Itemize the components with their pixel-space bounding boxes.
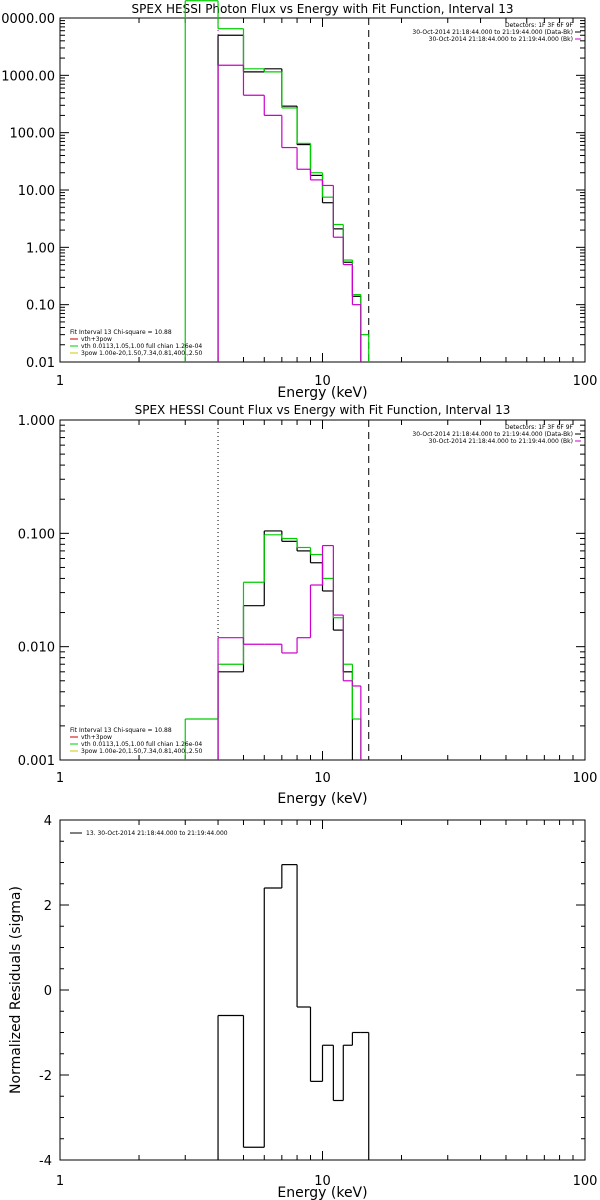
x-tick-label: 100 [573, 374, 598, 389]
x-axis-ticks: 1 10 100 [56, 420, 598, 786]
y-tick-label: -2 [39, 1069, 52, 1084]
x-tick-label: 10 [314, 771, 331, 786]
legend-top-entry: Detectors: 1F 3F 6F 9F [505, 424, 574, 431]
y-tick-label: 1000.00 [1, 69, 55, 84]
x-tick-label: 10 [314, 1174, 331, 1189]
y-tick-label: 100.00 [10, 127, 56, 142]
x-axis-ticks: 1 10 100 [56, 18, 598, 389]
legend-bottom-entry: vth 0.0113,1.05,1.00 full chian 1.26e-04 [81, 343, 202, 350]
y-tick-label: 0.001 [18, 754, 55, 769]
x-axis-label: Energy (keV) [277, 1185, 367, 1200]
legend-top-entry: 13. 30-Oct-2014 21:18:44.000 to 21:19:44… [86, 830, 228, 837]
y-axis-ticks: 1.000 0.100 0.010 0.001 [18, 414, 585, 769]
panel-3: 1 10 100 Energy (keV) 4 2 0 -2 -4 Normalized Resi… [8, 814, 597, 1200]
legend-top: 13. 30-Oct-2014 21:18:44.000 to 21:19:44… [70, 830, 228, 837]
legend-bottom-entry: vth+3pow [81, 734, 112, 741]
panel-1: SPEX HESSI Photon Flux vs Energy with Fi… [1, 0, 598, 401]
chart-title: SPEX HESSI Count Flux vs Energy with Fit… [135, 403, 511, 417]
series-2 [184, 0, 370, 362]
y-tick-label: 0.10 [26, 299, 55, 314]
y-axis-ticks: 0000.00 1000.00 100.00 10.00 1.00 0.10 0.01 [1, 12, 585, 371]
x-tick-label: 100 [573, 771, 598, 786]
series-2 [184, 534, 362, 760]
y-tick-label: 0.010 [18, 641, 55, 656]
y-tick-label: 0.100 [18, 527, 55, 542]
x-tick-label: 1 [56, 374, 64, 389]
legend-top-entry: 30-Oct-2014 21:18:44.000 to 21:19:44.000… [412, 431, 573, 438]
legend-bottom-entry: Fit Interval 13 Chi-square = 10.88 [70, 329, 172, 336]
plot-frame [59, 819, 586, 1161]
x-tick-label: 10 [314, 374, 331, 389]
y-tick-label: 0.01 [26, 356, 55, 371]
y-tick-label: 1.00 [26, 241, 55, 256]
legend-top-entry: Detectors: 1F 3F 6F 9F [505, 22, 574, 29]
chart-title: SPEX HESSI Photon Flux vs Energy with Fi… [132, 2, 514, 16]
y-tick-label: 0 [44, 984, 52, 999]
legend-top-entry: 30-Oct-2014 21:18:44.000 to 21:19:44.000… [429, 36, 573, 43]
series-1 [217, 864, 370, 1160]
y-axis-label: Normalized Residuals (sigma) [8, 886, 24, 1094]
y-tick-label: 4 [44, 814, 52, 829]
y-axis-ticks: 4 2 0 -2 -4 [39, 814, 585, 1169]
y-tick-label: 2 [44, 899, 52, 914]
legend-top-entry: 30-Oct-2014 21:18:44.000 to 21:19:44.000… [429, 438, 573, 445]
legend-bottom-entry: 3pow 1.00e-20,1.50,7.34,0.81,400.,2.50 [81, 748, 202, 755]
series-1 [217, 530, 354, 760]
y-tick-label: 10.00 [18, 184, 55, 199]
series-3 [217, 64, 362, 362]
legend-bottom-entry: 3pow 1.00e-20,1.50,7.34,0.81,400.,2.50 [81, 350, 202, 357]
x-tick-label: 1 [56, 1174, 64, 1189]
legend-bottom: Fit Interval 13 Chi-square = 10.88vth+3p… [70, 329, 202, 357]
legend-top-entry: 30-Oct-2014 21:18:44.000 to 21:19:44.000… [412, 29, 573, 36]
legend-bottom-entry: vth+3pow [81, 336, 112, 343]
x-axis-label: Energy (keV) [277, 385, 367, 401]
x-tick-label: 100 [573, 1174, 598, 1189]
x-tick-label: 1 [56, 771, 64, 786]
legend-bottom-entry: vth 0.0113,1.05,1.00 full chian 1.26e-04 [81, 741, 202, 748]
legend-bottom-entry: Fit Interval 13 Chi-square = 10.88 [70, 727, 172, 734]
x-axis-ticks: 1 10 100 [56, 820, 598, 1189]
series-3 [217, 544, 362, 760]
legend-bottom: Fit Interval 13 Chi-square = 10.88vth+3p… [70, 727, 202, 755]
y-tick-label: 1.000 [18, 414, 55, 429]
series-1 [217, 34, 362, 362]
y-tick-label: 0000.00 [1, 12, 55, 27]
x-axis-label: Energy (keV) [277, 791, 367, 807]
y-tick-label: -4 [39, 1154, 52, 1169]
panel-2: SPEX HESSI Count Flux vs Energy with Fit… [18, 403, 598, 807]
